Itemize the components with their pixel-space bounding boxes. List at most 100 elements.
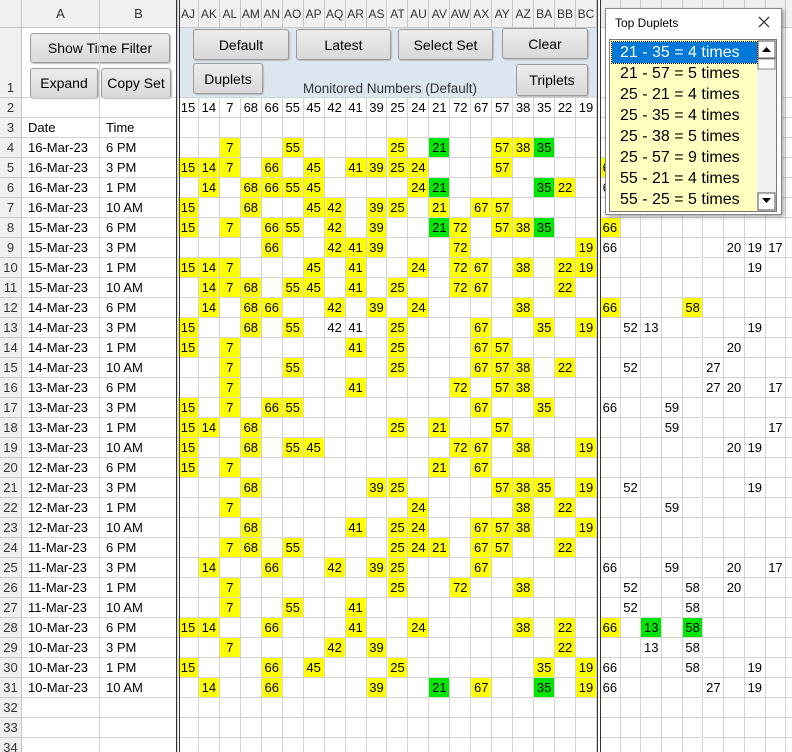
number-cell: 59 xyxy=(662,398,683,418)
number-cell: 55 xyxy=(282,138,304,158)
cell xyxy=(324,498,346,518)
duplet-item[interactable]: 25 - 57 = 9 times xyxy=(620,148,740,166)
number-cell: 19 xyxy=(576,258,597,278)
duplet-list[interactable]: 21 - 35 = 4 times 21 - 57 = 5 times 25 - 2… xyxy=(609,39,777,212)
select-set-button[interactable]: Select Set xyxy=(398,29,493,60)
cell xyxy=(429,658,451,678)
number-cell: 24 xyxy=(408,538,430,558)
duplet-item[interactable]: 25 - 35 = 4 times xyxy=(620,106,740,124)
cell xyxy=(744,538,766,558)
row-header: 31 xyxy=(0,678,22,698)
cell xyxy=(492,738,514,752)
triplets-button[interactable]: Triplets xyxy=(516,64,588,96)
number-cell: 35 xyxy=(534,218,556,238)
cell xyxy=(240,458,262,478)
number-cell: 14 xyxy=(198,298,220,318)
cell xyxy=(576,458,597,478)
cell xyxy=(261,118,283,138)
cell xyxy=(682,418,704,438)
cell xyxy=(261,578,283,598)
cell xyxy=(240,658,262,678)
cell xyxy=(620,378,642,398)
duplet-item[interactable]: 21 - 35 = 4 times xyxy=(611,41,758,64)
cell xyxy=(786,378,792,398)
show-time-filter-button[interactable]: Show Time Filter xyxy=(30,33,170,63)
cell xyxy=(219,478,241,498)
duplet-item[interactable]: 21 - 57 = 5 times xyxy=(620,64,740,82)
number-cell: 21 xyxy=(429,678,451,698)
cell xyxy=(345,658,367,678)
cell xyxy=(303,358,325,378)
cell xyxy=(600,478,621,498)
cell xyxy=(555,118,577,138)
monitored-number: 72 xyxy=(450,98,472,118)
number-cell: 66 xyxy=(600,678,621,698)
cell xyxy=(724,458,745,478)
default-button[interactable]: Default xyxy=(193,29,289,60)
duplet-item[interactable]: 25 - 21 = 4 times xyxy=(620,85,740,103)
number-cell: 39 xyxy=(366,678,388,698)
number-cell: 45 xyxy=(303,158,325,178)
cell xyxy=(450,318,472,338)
cell xyxy=(641,218,663,238)
close-button[interactable] xyxy=(758,16,770,28)
number-cell: 39 xyxy=(366,238,388,258)
scrollbar[interactable] xyxy=(757,40,776,211)
cell xyxy=(387,218,409,238)
cell xyxy=(703,238,725,258)
number-cell: 66 xyxy=(261,298,283,318)
column-header: AR xyxy=(345,0,367,28)
duplet-item[interactable]: 55 - 21 = 4 times xyxy=(620,169,740,187)
cell xyxy=(261,418,283,438)
cell xyxy=(240,598,262,618)
cell xyxy=(600,698,621,718)
number-cell: 15 xyxy=(178,218,199,238)
cell xyxy=(429,278,451,298)
time-cell: 3 PM xyxy=(100,558,178,578)
cell xyxy=(534,458,556,478)
number-cell: 57 xyxy=(492,518,514,538)
latest-button[interactable]: Latest xyxy=(296,29,391,60)
cell xyxy=(662,738,683,752)
cell xyxy=(387,498,409,518)
number-cell: 57 xyxy=(492,198,514,218)
cell xyxy=(387,178,409,198)
cell xyxy=(366,378,388,398)
cell xyxy=(744,338,766,358)
cell xyxy=(303,338,325,358)
date-cell: 15-Mar-23 xyxy=(22,218,100,238)
cell xyxy=(600,458,621,478)
duplet-item[interactable]: 55 - 25 = 5 times xyxy=(620,190,740,208)
cell xyxy=(620,418,642,438)
number-cell: 25 xyxy=(387,518,409,538)
cell xyxy=(303,718,325,738)
cell xyxy=(555,558,577,578)
monitored-number: 21 xyxy=(429,98,451,118)
number-cell: 13 xyxy=(641,318,663,338)
number-cell: 15 xyxy=(178,338,199,358)
cell xyxy=(324,458,346,478)
cell xyxy=(324,418,346,438)
column-header: AU xyxy=(408,0,430,28)
duplets-button[interactable]: Duplets xyxy=(193,63,263,94)
number-cell: 66 xyxy=(261,178,283,198)
number-cell: 7 xyxy=(219,278,241,298)
cell xyxy=(198,598,220,618)
clear-button[interactable]: Clear xyxy=(502,28,588,59)
cell xyxy=(198,198,220,218)
cell xyxy=(240,358,262,378)
cell xyxy=(662,638,683,658)
monitored-number: 24 xyxy=(408,98,430,118)
cell xyxy=(261,478,283,498)
cell xyxy=(408,218,430,238)
cell xyxy=(219,118,241,138)
time-cell: 3 PM xyxy=(100,478,178,498)
cell xyxy=(576,158,597,178)
cell xyxy=(387,258,409,278)
cell xyxy=(387,618,409,638)
date-cell: 14-Mar-23 xyxy=(22,318,100,338)
duplet-item[interactable]: 25 - 38 = 5 times xyxy=(620,127,740,145)
number-cell: 15 xyxy=(178,458,199,478)
copy-set-button[interactable]: Copy Set xyxy=(101,68,171,98)
row-header: 33 xyxy=(0,718,22,738)
